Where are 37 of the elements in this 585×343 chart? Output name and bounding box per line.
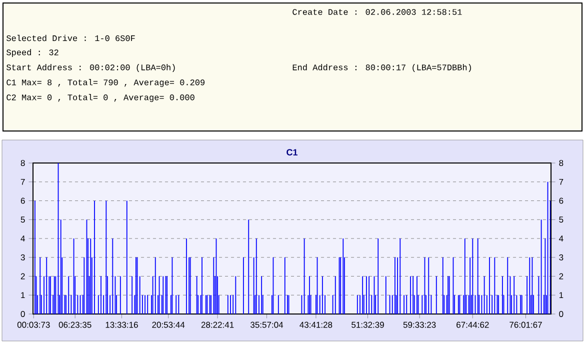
y2-tick-label: 8 (559, 160, 564, 166)
y2-tick-label: 1 (559, 292, 564, 298)
x-tick-label: 20:53:44 (152, 322, 185, 328)
text: Speed : 32 (6, 49, 58, 57)
y-tick-label: 2 (20, 273, 25, 280)
chart-title: C1 (286, 149, 298, 156)
y-tick-label: 8 (20, 160, 25, 166)
text: C1 Max= 8 , Total= 790 , Average= 0.209 (6, 79, 205, 87)
x-tick-label: 59:33:23 (403, 322, 436, 328)
x-tick-label: 00:03:73 (17, 322, 50, 328)
y-tick-label: 1 (21, 292, 25, 298)
x-tick-label: 06:23:35 (58, 322, 92, 328)
x-tick-label: 51:32:39 (352, 322, 384, 328)
y-tick-label: 7 (20, 178, 25, 185)
y-tick-label: 6 (20, 198, 25, 204)
y2-tick-label: 5 (559, 216, 564, 223)
x-tick-label: 13:33:16 (106, 322, 138, 328)
text: End Address : 80:00:17 (LBA=57DBBh) (292, 64, 471, 72)
x-tick-label: 43:41:28 (300, 322, 332, 328)
x-tick-label: 35:57:04 (250, 322, 284, 328)
y-tick-label: 5 (20, 216, 25, 223)
y2-tick-label: 6 (559, 198, 564, 204)
text: Start Address : 00:02:00 (LBA=0h) (6, 64, 175, 72)
y-tick-label: 4 (20, 236, 25, 242)
y2-tick-label: 2 (559, 273, 564, 280)
x-tick-label: 28:22:41 (201, 322, 234, 328)
x-tick-label: 67:44:62 (456, 322, 489, 328)
text: Selected Drive : 1-0 6S0F (6, 34, 135, 42)
y2-tick-label: 3 (559, 254, 564, 260)
y2-tick-label: 0 (559, 310, 564, 318)
y-tick-label: 0 (20, 310, 25, 318)
text: Create Date : 02.06.2003 12:58:51 (292, 9, 462, 15)
x-tick-label: 76:01:67 (510, 322, 542, 328)
text: C2 Max= 0 , Total= 0 , Average= 0.000 (6, 94, 194, 102)
y-tick-label: 3 (20, 254, 25, 260)
y2-tick-label: 4 (559, 236, 564, 242)
y2-tick-label: 7 (559, 178, 564, 185)
